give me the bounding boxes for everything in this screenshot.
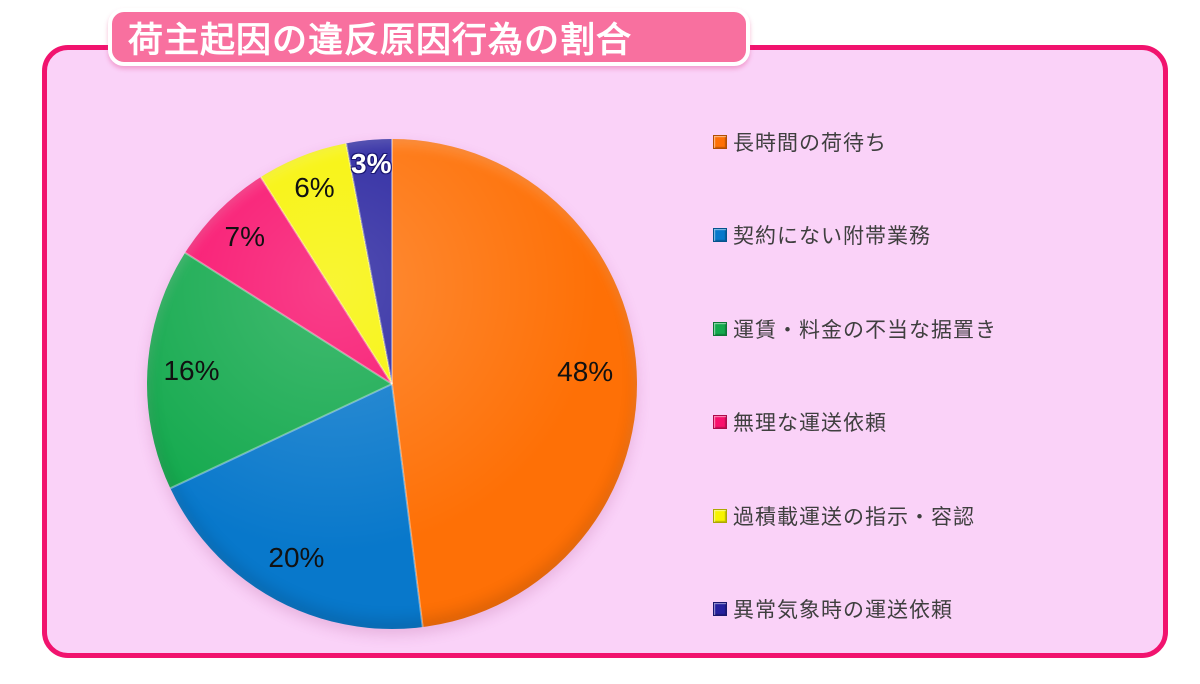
- title-banner: 荷主起因の違反原因行為の割合: [108, 8, 750, 66]
- legend-label: 過積載運送の指示・容認: [733, 506, 975, 529]
- pie-circle: [147, 139, 637, 629]
- pie-slice-label: 3%: [351, 148, 392, 180]
- pie-slice-label: 48%: [557, 355, 614, 387]
- chart-title: 荷主起因の違反原因行為の割合: [128, 20, 633, 60]
- legend-label: 異常気象時の運送依頼: [733, 599, 953, 622]
- pie-slice-label: 7%: [224, 220, 265, 252]
- legend-item: 過積載運送の指示・容認: [713, 502, 975, 530]
- pie-slice-label: 6%: [294, 172, 335, 204]
- legend-color-swatch: [713, 602, 727, 616]
- legend-color-swatch: [713, 415, 727, 429]
- legend-color-swatch: [713, 322, 727, 336]
- pie-slice-label: 20%: [268, 541, 325, 573]
- legend-item: 運賃・料金の不当な据置き: [713, 315, 997, 343]
- legend-color-swatch: [713, 135, 727, 149]
- legend-item: 無理な運送依頼: [713, 408, 887, 436]
- legend-color-swatch: [713, 509, 727, 523]
- legend-label: 長時間の荷待ち: [733, 132, 887, 155]
- legend-item: 長時間の荷待ち: [713, 128, 887, 156]
- legend-item: 契約にない附帯業務: [713, 221, 931, 249]
- legend-label: 契約にない附帯業務: [733, 225, 931, 248]
- pie-slice-label: 16%: [163, 355, 220, 387]
- legend-label: 運賃・料金の不当な据置き: [733, 319, 997, 342]
- legend-color-swatch: [713, 228, 727, 242]
- legend-label: 無理な運送依頼: [733, 412, 887, 435]
- legend-item: 異常気象時の運送依頼: [713, 595, 953, 623]
